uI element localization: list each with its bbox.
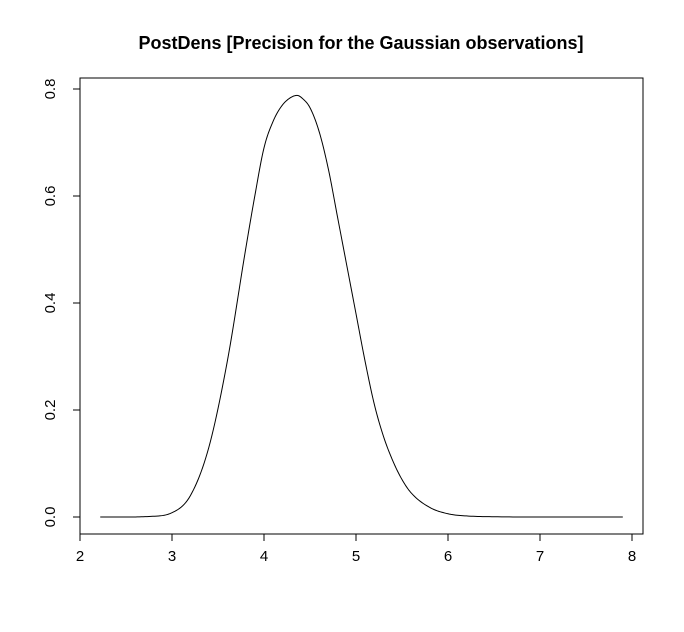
- x-tick-label: 6: [444, 548, 452, 565]
- x-tick-label: 4: [260, 548, 268, 565]
- y-tick-label: 0.2: [42, 400, 59, 421]
- y-tick-label: 0.4: [42, 293, 59, 314]
- x-tick-label: 8: [628, 548, 636, 565]
- x-axis: 2 3 4 5 6 7 8: [76, 533, 636, 565]
- density-curve: [100, 94, 623, 518]
- y-axis: 0.0 0.2 0.4 0.6 0.8: [42, 79, 81, 528]
- x-tick-label: 7: [536, 548, 544, 565]
- plot-frame: [79, 77, 644, 535]
- y-tick-label: 0.0: [42, 507, 59, 528]
- x-tick-label: 3: [168, 548, 176, 565]
- chart-title: PostDens [Precision for the Gaussian obs…: [138, 33, 583, 53]
- x-tick-label: 2: [76, 548, 84, 565]
- y-tick-label: 0.8: [42, 79, 59, 100]
- y-tick-label: 0.6: [42, 186, 59, 207]
- x-tick-label: 5: [352, 548, 360, 565]
